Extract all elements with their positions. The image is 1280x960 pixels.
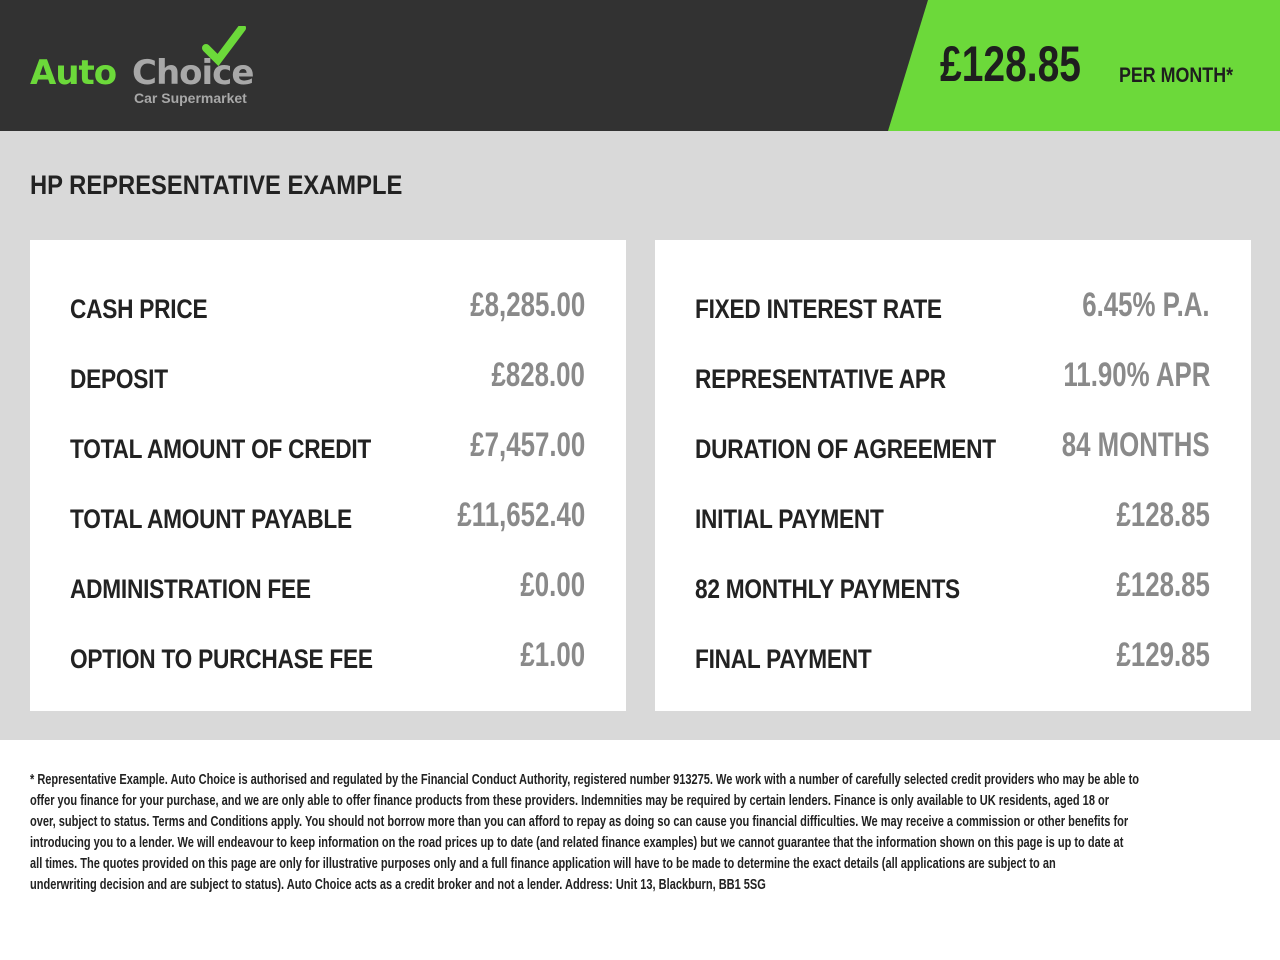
row-value: 11.90% APR — [1062, 356, 1210, 394]
row-value: £11,652.40 — [457, 496, 585, 534]
disclaimer-line: * Representative Example. Auto Choice is… — [30, 772, 1140, 788]
checkmark-icon — [202, 26, 246, 66]
finance-row: ADMINISTRATION FEE £0.00 — [70, 566, 585, 606]
row-label: DURATION OF AGREEMENT — [695, 434, 996, 464]
left-finance-card: CASH PRICE £8,285.00 DEPOSIT £828.00 TOTAL A… — [30, 240, 626, 711]
row-label: CASH PRICE — [70, 294, 208, 324]
finance-row: REPRESENTATIVE APR 11.90% APR — [695, 356, 1210, 396]
disclaimer-line: introducing you to a lender. We will end… — [30, 835, 1124, 851]
header: Auto Choice Car Supermarket £128.85 PER … — [0, 0, 1280, 131]
autochoice-logo[interactable]: Auto Choice Car Supermarket — [30, 26, 280, 106]
disclaimer-line: underwriting decision and are subject to… — [30, 877, 766, 893]
row-label: FIXED INTEREST RATE — [695, 294, 942, 324]
row-value: £7,457.00 — [470, 426, 585, 464]
disclaimer-line: over, subject to status. Terms and Condi… — [30, 814, 1129, 830]
finance-row: CASH PRICE £8,285.00 — [70, 286, 585, 326]
row-value: £128.85 — [1116, 566, 1210, 604]
disclaimer: * Representative Example. Auto Choice is… — [30, 770, 1190, 896]
finance-row: TOTAL AMOUNT PAYABLE £11,652.40 — [70, 496, 585, 536]
row-label: 82 MONTHLY PAYMENTS — [695, 574, 960, 604]
row-value: £128.85 — [1116, 496, 1210, 534]
row-label: ADMINISTRATION FEE — [70, 574, 311, 604]
row-value: £129.85 — [1116, 636, 1210, 674]
row-label: TOTAL AMOUNT PAYABLE — [70, 504, 352, 534]
logo-choice: Choice — [132, 53, 254, 93]
monthly-price: £128.85 — [940, 36, 1081, 92]
right-finance-card: FIXED INTEREST RATE 6.45% P.A. REPRESENTAT… — [655, 240, 1251, 711]
finance-row: DURATION OF AGREEMENT 84 MONTHS — [695, 426, 1210, 466]
finance-row: DEPOSIT £828.00 — [70, 356, 585, 396]
finance-row: FIXED INTEREST RATE 6.45% P.A. — [695, 286, 1210, 326]
row-value: £1.00 — [520, 636, 585, 674]
section-title: HP REPRESENTATIVE EXAMPLE — [30, 170, 403, 200]
disclaimer-line: all times. The quotes provided on this p… — [30, 856, 1056, 872]
per-month-label: PER MONTH* — [1119, 64, 1234, 87]
finance-row: INITIAL PAYMENT £128.85 — [695, 496, 1210, 536]
row-label: FINAL PAYMENT — [695, 644, 872, 674]
logo-auto: Auto — [30, 53, 117, 93]
finance-row: TOTAL AMOUNT OF CREDIT £7,457.00 — [70, 426, 585, 466]
logo-tagline: Car Supermarket — [134, 90, 247, 106]
finance-row: FINAL PAYMENT £129.85 — [695, 636, 1210, 676]
row-label: INITIAL PAYMENT — [695, 504, 884, 534]
row-value: 84 MONTHS — [1062, 426, 1210, 464]
finance-row: OPTION TO PURCHASE FEE £1.00 — [70, 636, 585, 676]
row-label: TOTAL AMOUNT OF CREDIT — [70, 434, 372, 464]
row-label: DEPOSIT — [70, 364, 168, 394]
disclaimer-line: offer you finance for your purchase, and… — [30, 793, 1110, 809]
row-value: £8,285.00 — [470, 286, 585, 324]
row-value: £828.00 — [491, 356, 585, 394]
monthly-price-panel — [888, 0, 1280, 131]
finance-row: 82 MONTHLY PAYMENTS £128.85 — [695, 566, 1210, 606]
row-value: £0.00 — [520, 566, 585, 604]
row-value: 6.45% P.A. — [1082, 286, 1210, 324]
row-label: OPTION TO PURCHASE FEE — [70, 644, 373, 674]
row-label: REPRESENTATIVE APR — [695, 364, 946, 394]
